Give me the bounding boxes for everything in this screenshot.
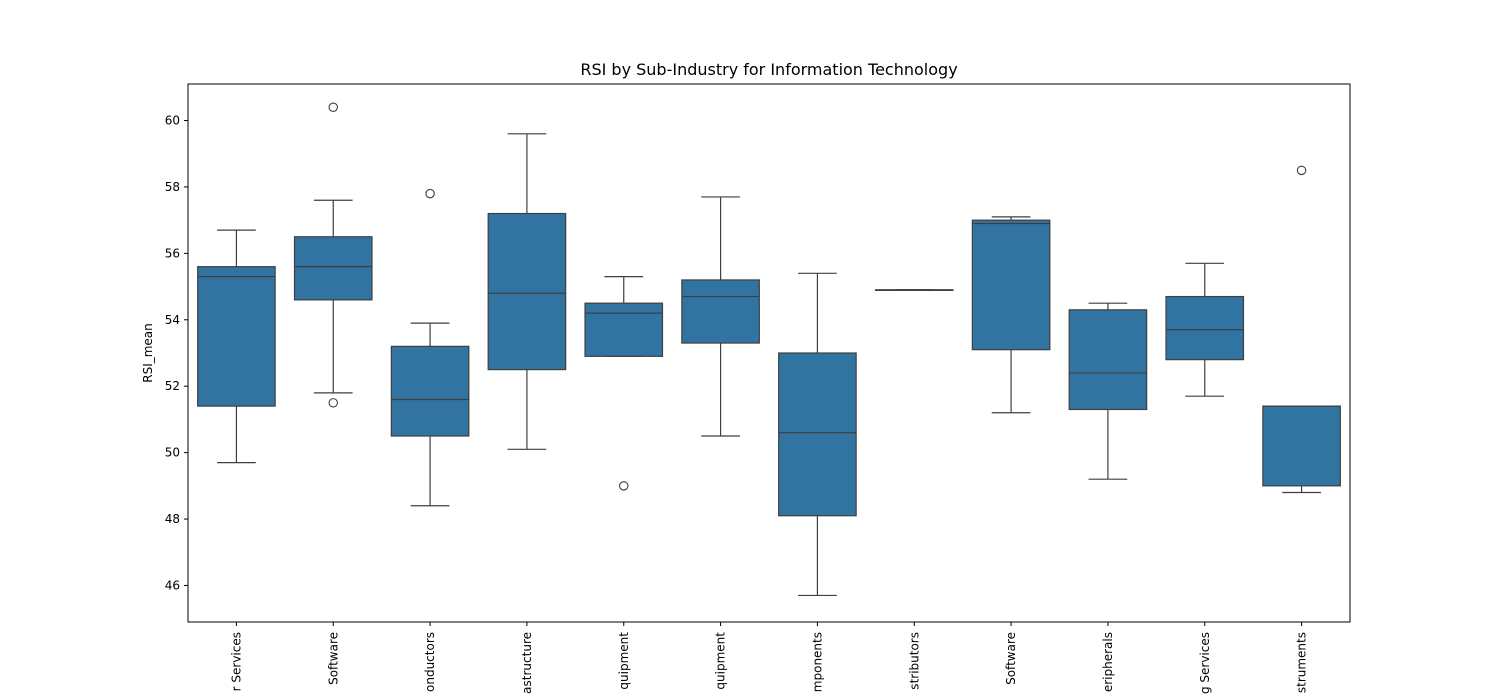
y-tick-label: 58 (165, 180, 180, 194)
outlier-point (1296, 165, 1307, 176)
y-tick-label: 60 (165, 114, 180, 128)
box-iqr (1262, 405, 1341, 487)
box-4 (487, 133, 567, 450)
x-tick-label: r Services (229, 632, 243, 691)
box-9 (971, 216, 1051, 414)
box-iqr (1165, 295, 1245, 361)
x-tick-label: Software (326, 632, 340, 685)
x-tick-label: quipment (714, 632, 728, 690)
box-iqr (681, 279, 760, 344)
outlier-point (328, 398, 338, 408)
outlier-point (618, 481, 629, 491)
y-tick-label: 52 (165, 379, 180, 393)
outlier-point (328, 102, 338, 112)
chart-title: RSI by Sub-Industry for Information Tech… (580, 60, 957, 79)
x-tick-label: quipment (617, 632, 631, 690)
boxes-layer (197, 102, 1341, 597)
box-7 (778, 272, 857, 597)
x-tick-label: stributors (907, 632, 921, 690)
box-6 (681, 196, 760, 437)
plot-area-frame (187, 83, 1351, 623)
y-tick-label: 46 (165, 578, 180, 592)
box-iqr (390, 345, 470, 437)
box-iqr (584, 302, 664, 357)
box-iqr (197, 266, 276, 407)
outlier-point (425, 188, 435, 199)
box-iqr (1068, 309, 1148, 411)
box-11 (1165, 262, 1245, 397)
x-tick-label: g Services (1198, 632, 1212, 694)
x-tick-label: Software (1004, 632, 1018, 685)
box-iqr (778, 352, 857, 517)
box-12 (1262, 165, 1341, 494)
box-5 (584, 276, 664, 491)
y-axis-label: RSI_mean (141, 323, 155, 383)
x-tick-label: mponents (810, 632, 824, 692)
box-8 (874, 289, 954, 292)
box-iqr (971, 219, 1051, 351)
y-tick-label: 50 (165, 446, 180, 460)
box-iqr (293, 236, 373, 301)
y-tick-label: 48 (165, 512, 180, 526)
x-tick-label: astructure (520, 632, 534, 694)
y-axis-ticks: 46 48 50 52 54 56 58 60 (165, 114, 188, 592)
box-2 (293, 102, 373, 408)
y-tick-label: 56 (165, 246, 180, 260)
y-tick-label: 54 (165, 313, 180, 327)
x-axis-ticks: r Services Software onductors astructure qui… (229, 622, 1309, 694)
box-iqr (487, 212, 567, 371)
x-tick-label: eripherals (1101, 632, 1115, 692)
box-3 (390, 188, 470, 507)
x-tick-label: onductors (423, 632, 437, 692)
x-tick-label: struments (1295, 632, 1309, 693)
box-10 (1068, 302, 1148, 480)
box-1 (197, 229, 276, 464)
